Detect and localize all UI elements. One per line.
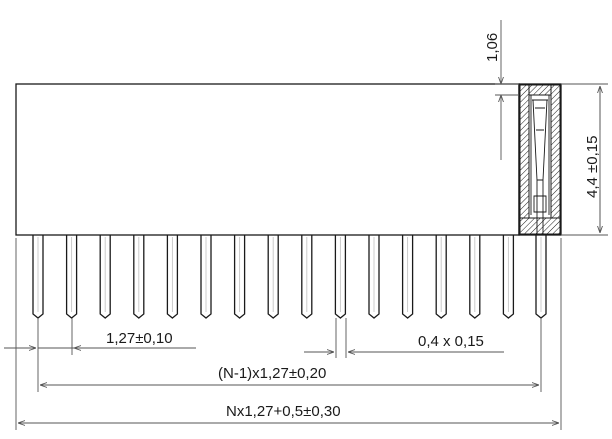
pin <box>301 235 313 319</box>
dim-body-height: 4,4 ±0,15 <box>561 83 608 236</box>
pin <box>99 235 111 319</box>
dim-pin-span: (N-1)x1,27±0,20 <box>40 365 539 385</box>
overall-length-label: Nx1,27+0,5±0,30 <box>226 403 341 420</box>
pin <box>368 235 380 319</box>
pin <box>502 235 515 319</box>
dim-pin-section: 0,4 x 0,15 <box>304 333 504 352</box>
pin <box>200 235 212 319</box>
pin <box>233 235 246 319</box>
pin <box>401 235 414 319</box>
housing-body <box>15 83 520 236</box>
pin-span-label: (N-1)x1,27±0,20 <box>218 365 326 382</box>
dim-top-offset: 1,06 <box>484 20 519 160</box>
pitch-label: 1,27±0,10 <box>106 330 173 347</box>
contact-spring <box>532 99 548 235</box>
pin <box>334 235 347 319</box>
pin <box>166 235 179 319</box>
section-wall-right <box>550 84 561 219</box>
section-top-lip <box>528 84 552 96</box>
pin <box>267 235 279 319</box>
dim-pitch: 1,27±0,10 <box>4 330 196 348</box>
top-offset-label: 1,06 <box>484 33 501 62</box>
pin-section-label: 0,4 x 0,15 <box>418 333 484 350</box>
body-height-label: 4,4 ±0,15 <box>584 136 601 198</box>
cross-section <box>518 83 562 236</box>
dim-overall-length: Nx1,27+0,5±0,30 <box>18 403 559 423</box>
pin <box>133 235 145 319</box>
section-wall-left <box>519 84 530 219</box>
section-bottom <box>519 217 561 235</box>
pin <box>469 235 481 319</box>
pins-group <box>32 235 547 319</box>
pin <box>435 235 447 319</box>
